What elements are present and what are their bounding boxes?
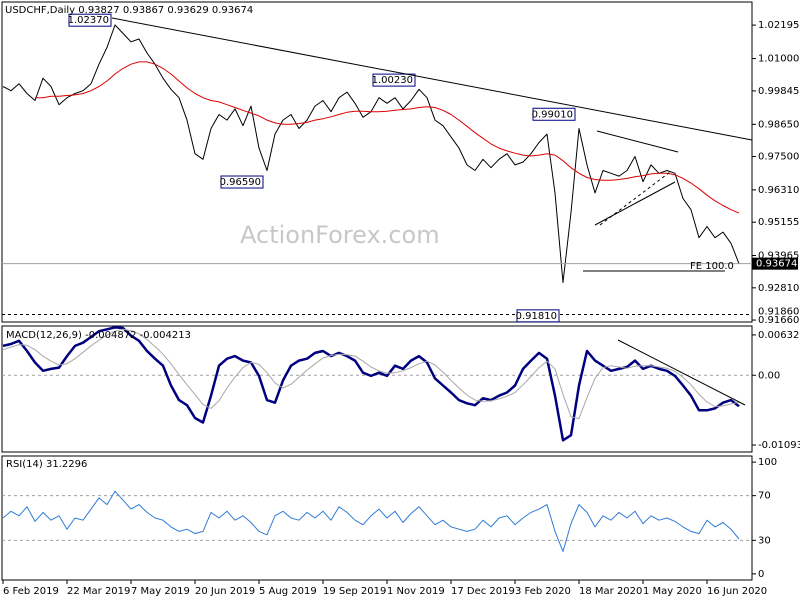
x-tick-label: 7 May 2019	[131, 586, 190, 597]
y-tick-label: 0	[758, 569, 764, 580]
y-tick-label: 1.02195	[758, 20, 799, 31]
x-tick-label: 18 Mar 2020	[579, 586, 642, 597]
x-tick-label: 19 Sep 2019	[323, 586, 386, 597]
y-tick-label: 0.96310	[758, 185, 799, 196]
annotation-label: 1.00230	[372, 75, 413, 86]
annotation-box	[532, 107, 576, 121]
annotation-label: 0.96590	[220, 177, 261, 188]
y-tick-label: 1.01000	[758, 54, 799, 65]
x-tick-label: 3 Feb 2020	[515, 586, 571, 597]
x-tick-label: 16 Jun 2020	[707, 586, 767, 597]
annotation-box	[220, 175, 264, 189]
triangle-line	[599, 171, 671, 226]
y-tick-label: 0.99845	[758, 86, 799, 97]
x-tick-label: 6 Feb 2019	[3, 586, 59, 597]
rsi-panel	[1, 455, 753, 581]
series-line	[2, 490, 740, 552]
y-tick-label: 0.95155	[758, 217, 799, 228]
y-tick-label: 0.91660	[758, 315, 799, 326]
price-panel	[1, 1, 753, 323]
last-price-label: 0.93674	[756, 259, 797, 270]
x-tick-label: 17 Dec 2019	[451, 586, 515, 597]
annotation-box	[68, 13, 112, 27]
x-tick-label: 1 May 2020	[643, 586, 702, 597]
y-tick-label: 0.92810	[758, 283, 799, 294]
y-tick-label: -0.010939	[758, 440, 800, 451]
annotation-box	[372, 73, 416, 87]
triangle-line	[594, 181, 676, 226]
layer: 6 Feb 2019 22 Mar 2019 7 May 2019 20 Jun 20…	[2, 13, 800, 597]
annotation-label: 0.99010	[532, 109, 573, 120]
annotation-label: 1.02370	[68, 15, 109, 26]
y-tick-label: 0.00	[758, 370, 780, 381]
x-tick-label: 20 Jun 2019	[195, 586, 255, 597]
macd-trend-line	[617, 339, 746, 406]
macd-panel	[1, 325, 753, 453]
y-tick-label: 0.93965	[758, 251, 799, 262]
triangle-line	[596, 130, 679, 153]
fe-label: FE 100.0	[690, 261, 734, 272]
annotation-box	[516, 309, 560, 323]
y-tick-label: 70	[758, 491, 771, 502]
x-tick-label: 5 Aug 2019	[259, 586, 317, 597]
trend-line	[111, 17, 753, 141]
x-tick-label: 1 Nov 2019	[387, 586, 445, 597]
last-price-box	[752, 257, 798, 270]
watermark: ActionForex.com	[240, 221, 440, 249]
y-tick-label: 0.97500	[758, 152, 799, 163]
macd-title: MACD(12,26,9) -0.004872 -0.004213	[6, 330, 191, 341]
x-tick-label: 22 Mar 2019	[67, 586, 130, 597]
series-line	[35, 61, 740, 214]
support-label: 0.91860	[758, 306, 799, 317]
drawn-lines	[111, 17, 753, 406]
chart-title: USDCHF,Daily 0.93827 0.93867 0.93629 0.9…	[5, 5, 253, 16]
series-line	[2, 326, 740, 442]
series-line	[2, 328, 740, 420]
rsi-title: RSI(14) 31.2296	[6, 459, 87, 470]
y-tick-label: 0.006321	[758, 330, 800, 341]
y-tick-label: 100	[758, 457, 777, 468]
y-tick-label: 30	[758, 535, 771, 546]
annotation-label: 0.91810	[516, 311, 557, 322]
y-tick-label: 0.98650	[758, 119, 799, 130]
